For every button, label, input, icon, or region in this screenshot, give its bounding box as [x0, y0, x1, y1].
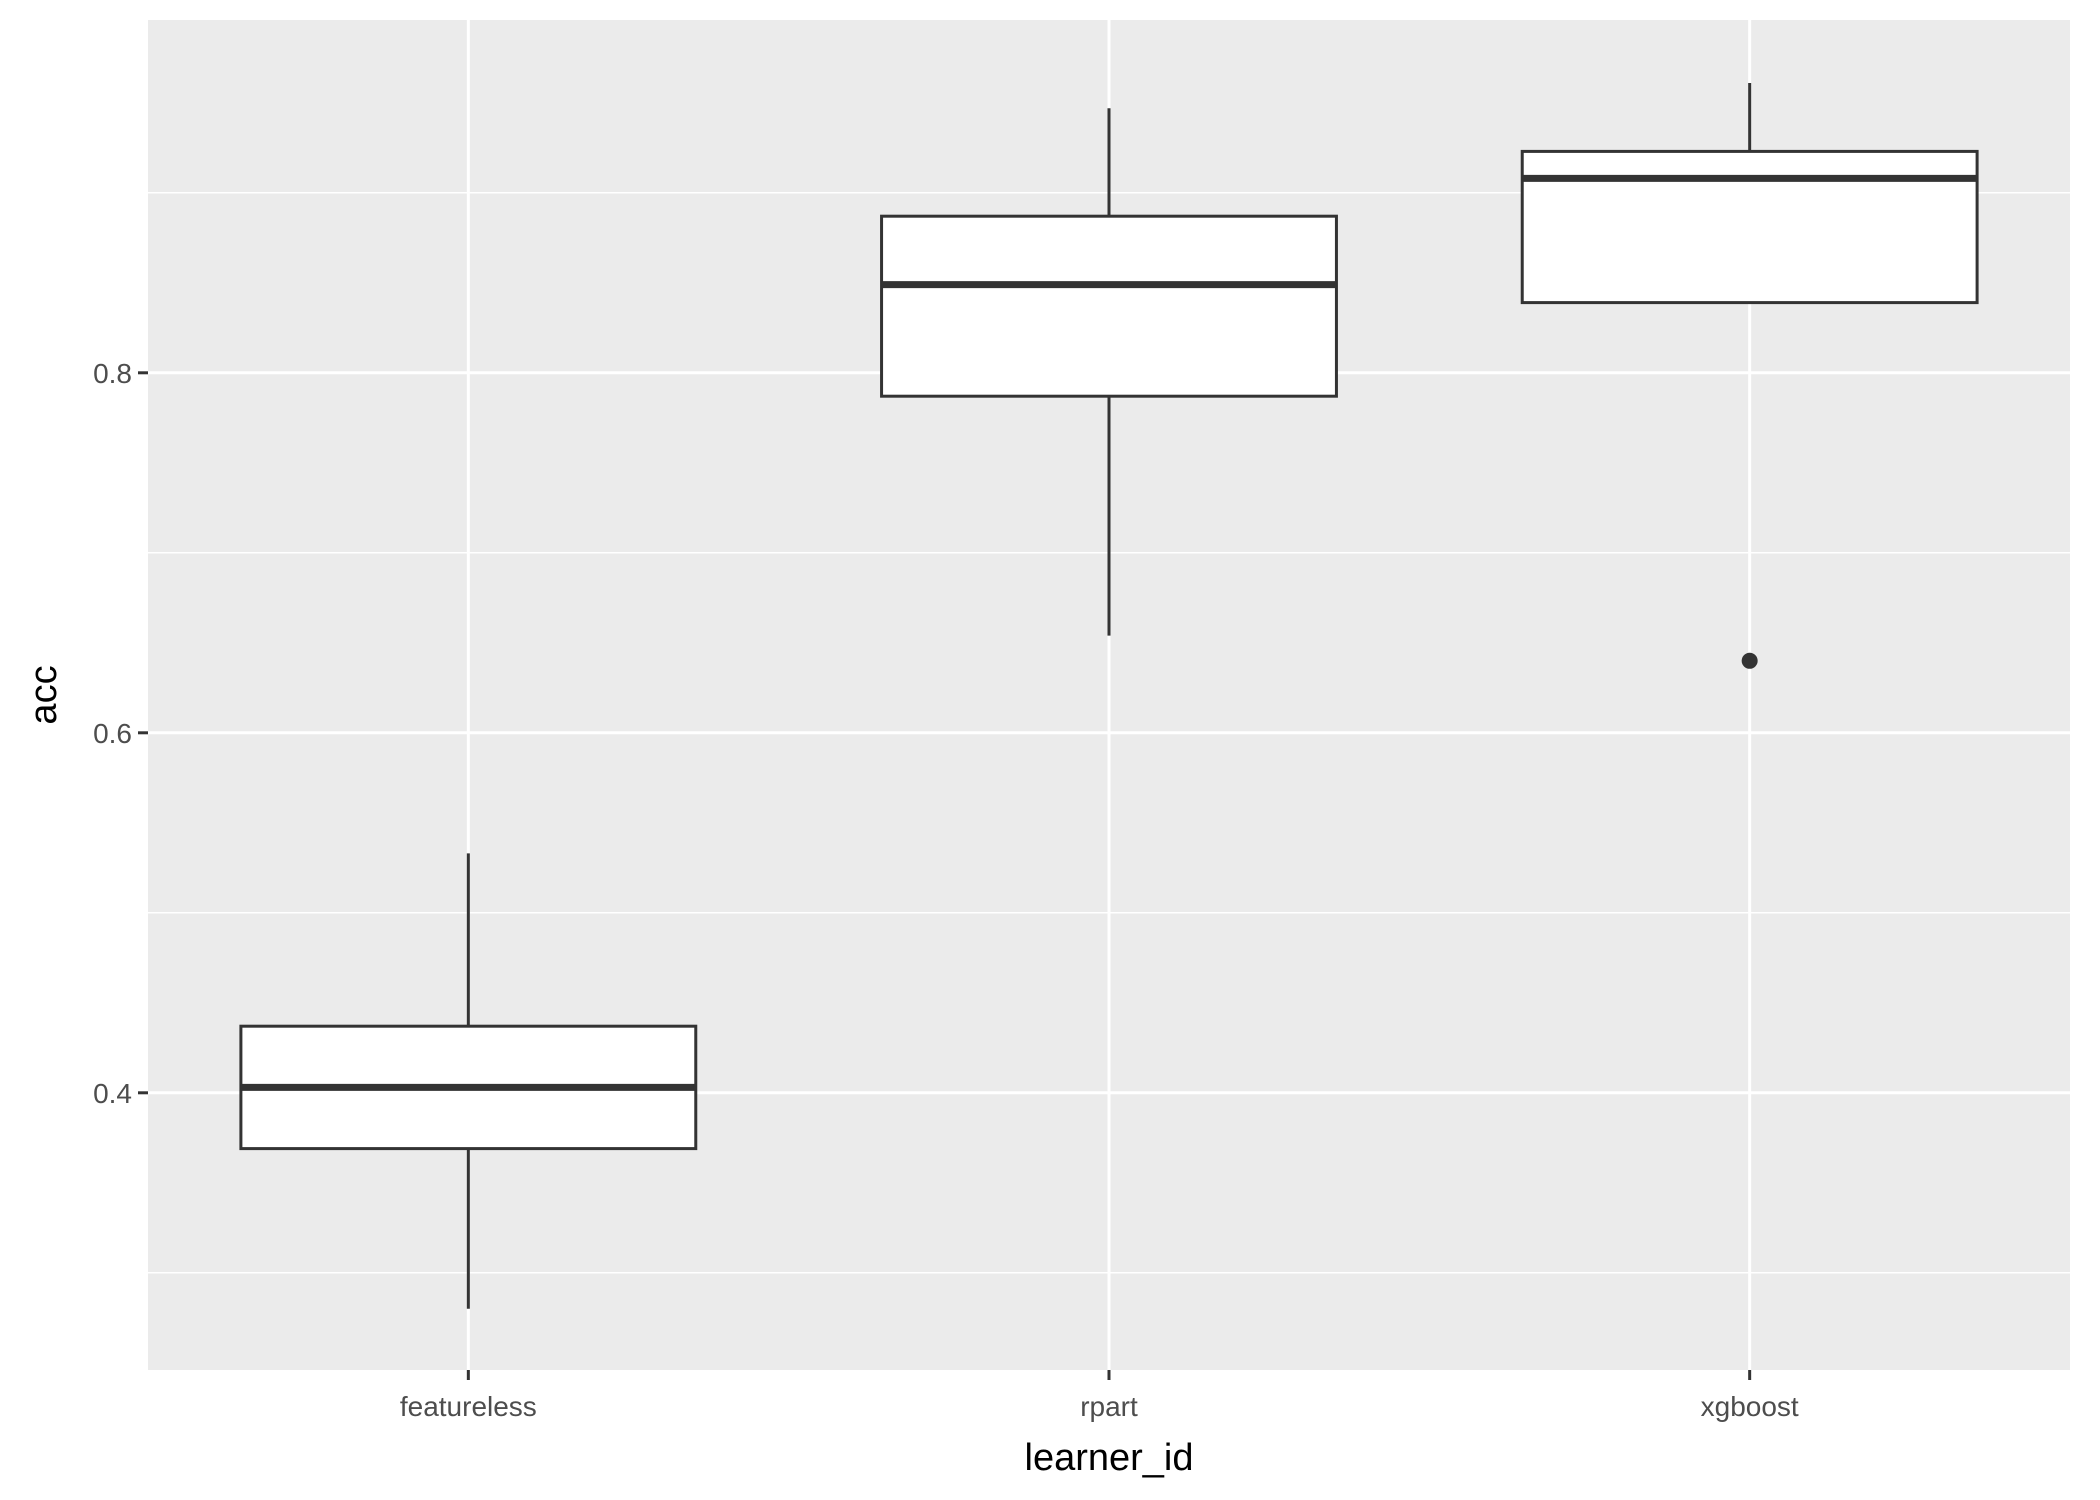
- axes: 0.4 0.6 0.8 featureless rpart xgboost: [93, 358, 1799, 1422]
- y-tick-label: 0.6: [93, 718, 132, 749]
- x-tick-label: featureless: [400, 1391, 537, 1422]
- x-tick-label: xgboost: [1701, 1391, 1799, 1422]
- boxes: [239, 83, 1979, 1309]
- x-tick-label: rpart: [1080, 1391, 1138, 1422]
- y-tick-label: 0.4: [93, 1078, 132, 1109]
- x-axis-title: learner_id: [1025, 1437, 1194, 1479]
- y-tick-label: 0.8: [93, 358, 132, 389]
- y-axis-title: acc: [23, 665, 65, 724]
- box-iqr: [880, 214, 1338, 398]
- box-iqr: [1520, 149, 1979, 305]
- outlier-point: [1741, 652, 1758, 669]
